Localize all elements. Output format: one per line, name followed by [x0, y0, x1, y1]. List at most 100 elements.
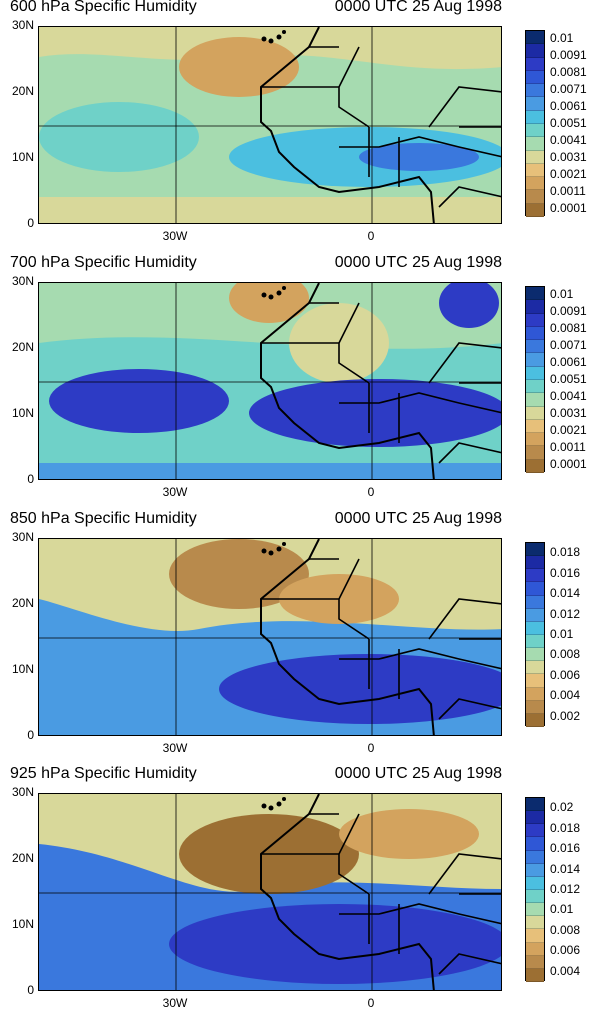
lon-tick-label: 0 — [367, 741, 375, 755]
colorbar-label: 0.0031 — [550, 405, 587, 420]
colorbar-swatch — [526, 634, 544, 649]
colorbar-label: 0.012 — [550, 882, 581, 896]
colorbar-label: 0.016 — [550, 841, 581, 856]
colorbar-swatch — [526, 700, 544, 714]
map-panel-1: 600 hPa Specific Humidity 0000 UTC 25 Aug… — [0, 0, 600, 255]
colorbar-swatch — [526, 687, 544, 701]
colorbar-label: 0.0001 — [550, 200, 587, 215]
colorbar-swatch — [526, 446, 544, 460]
panel-timestamp: 0000 UTC 25 Aug 1998 — [334, 765, 502, 782]
colorbar-swatch — [526, 569, 544, 583]
humidity-map — [38, 793, 502, 991]
lat-tick-label: 20N — [11, 851, 34, 865]
colorbar-swatch — [526, 661, 544, 675]
colorbar-swatch — [526, 459, 544, 473]
colorbar-label: 0.01 — [550, 902, 574, 917]
colorbar-label: 0.01 — [550, 287, 574, 302]
colorbar-swatch — [526, 44, 544, 58]
map-panel-3: 850 hPa Specific Humidity 0000 UTC 25 Aug… — [0, 510, 600, 767]
colorbar-label: 0.0051 — [550, 116, 587, 130]
colorbar — [525, 542, 545, 727]
colorbar-swatch — [526, 137, 544, 151]
lat-tick-label: 30N — [11, 785, 34, 799]
colorbar-swatch — [526, 608, 544, 622]
colorbar-swatch — [526, 955, 544, 969]
colorbar-swatch — [526, 929, 544, 943]
colorbar-swatch — [526, 163, 544, 178]
colorbar-swatch — [526, 713, 544, 727]
colorbar-swatch — [526, 393, 544, 407]
colorbar — [525, 30, 545, 217]
colorbar-label: 0.016 — [550, 565, 581, 580]
colorbar-swatch — [526, 110, 544, 124]
colorbar-swatch — [526, 621, 544, 635]
lat-tick-label: 20N — [11, 596, 34, 610]
colorbar-swatch — [526, 824, 544, 838]
colorbar-label: 0.004 — [550, 963, 581, 978]
colorbar-swatch — [526, 340, 544, 354]
colorbar-swatch — [526, 70, 544, 85]
lat-tick-label: 0 — [27, 983, 34, 997]
colorbar-swatch — [526, 379, 544, 394]
lon-tick-label: 30W — [162, 229, 188, 243]
colorbar-swatch — [526, 97, 544, 111]
colorbar-swatch — [526, 674, 544, 688]
colorbar-label: 0.0071 — [550, 82, 587, 97]
colorbar-swatch — [526, 419, 544, 434]
colorbar-label: 0.0011 — [550, 183, 586, 198]
colorbar-swatch — [526, 811, 544, 825]
colorbar-label: 0.01 — [550, 31, 574, 46]
colorbar-label: 0.018 — [550, 545, 581, 560]
colorbar-swatch — [526, 353, 544, 367]
colorbar-label: 0.0081 — [550, 65, 587, 80]
colorbar-label: 0.0041 — [550, 388, 587, 403]
colorbar-label: 0.0011 — [550, 439, 586, 454]
panel-timestamp: 0000 UTC 25 Aug 1998 — [334, 510, 502, 527]
colorbar — [525, 797, 545, 982]
colorbar-label: 0.0041 — [550, 132, 587, 147]
colorbar-swatch — [526, 366, 544, 380]
lat-tick-label: 10N — [11, 406, 34, 420]
colorbar-swatch — [526, 648, 544, 662]
humidity-map — [38, 26, 502, 224]
colorbar-label: 0.0061 — [550, 355, 587, 370]
colorbar-swatch — [526, 433, 544, 447]
colorbar-label: 0.0071 — [550, 338, 587, 353]
lat-tick-label: 0 — [27, 728, 34, 742]
map-panel-4: 925 hPa Specific Humidity 0000 UTC 25 Aug… — [0, 765, 600, 1022]
colorbar-label: 0.006 — [550, 943, 581, 958]
panel-title: 850 hPa Specific Humidity — [10, 510, 197, 527]
colorbar-label: 0.012 — [550, 606, 581, 621]
colorbar-swatch — [526, 968, 544, 982]
colorbar-swatch — [526, 876, 544, 890]
colorbar-swatch — [526, 287, 544, 301]
colorbar-swatch — [526, 942, 544, 956]
colorbar-label: 0.01 — [550, 627, 574, 641]
colorbar-swatch — [526, 300, 544, 314]
colorbar-label: 0.014 — [550, 861, 581, 876]
colorbar-label: 0.0061 — [550, 99, 587, 114]
colorbar-label: 0.018 — [550, 820, 581, 835]
lat-tick-label: 0 — [27, 472, 34, 486]
colorbar-label: 0.008 — [550, 922, 581, 937]
panel-timestamp: 0000 UTC 25 Aug 1998 — [334, 254, 502, 271]
panel-title: 700 hPa Specific Humidity — [10, 254, 197, 271]
colorbar-label: 0.008 — [550, 647, 581, 662]
colorbar-swatch — [526, 837, 544, 851]
colorbar-label: 0.002 — [550, 708, 581, 723]
colorbar-swatch — [526, 863, 544, 877]
humidity-map — [38, 538, 502, 736]
colorbar-swatch — [526, 556, 544, 570]
lon-tick-label: 30W — [162, 996, 188, 1010]
colorbar-swatch — [526, 850, 544, 864]
colorbar-swatch — [526, 57, 544, 71]
colorbar-label: 0.006 — [550, 667, 581, 682]
colorbar-label: 0.0021 — [550, 422, 587, 437]
colorbar-swatch — [526, 150, 544, 164]
colorbar-swatch — [526, 595, 544, 609]
colorbar-swatch — [526, 177, 544, 191]
lon-tick-label: 30W — [162, 485, 188, 499]
lat-tick-label: 10N — [11, 662, 34, 676]
lon-tick-label: 0 — [367, 996, 375, 1010]
panel-title: 600 hPa Specific Humidity — [10, 0, 197, 15]
